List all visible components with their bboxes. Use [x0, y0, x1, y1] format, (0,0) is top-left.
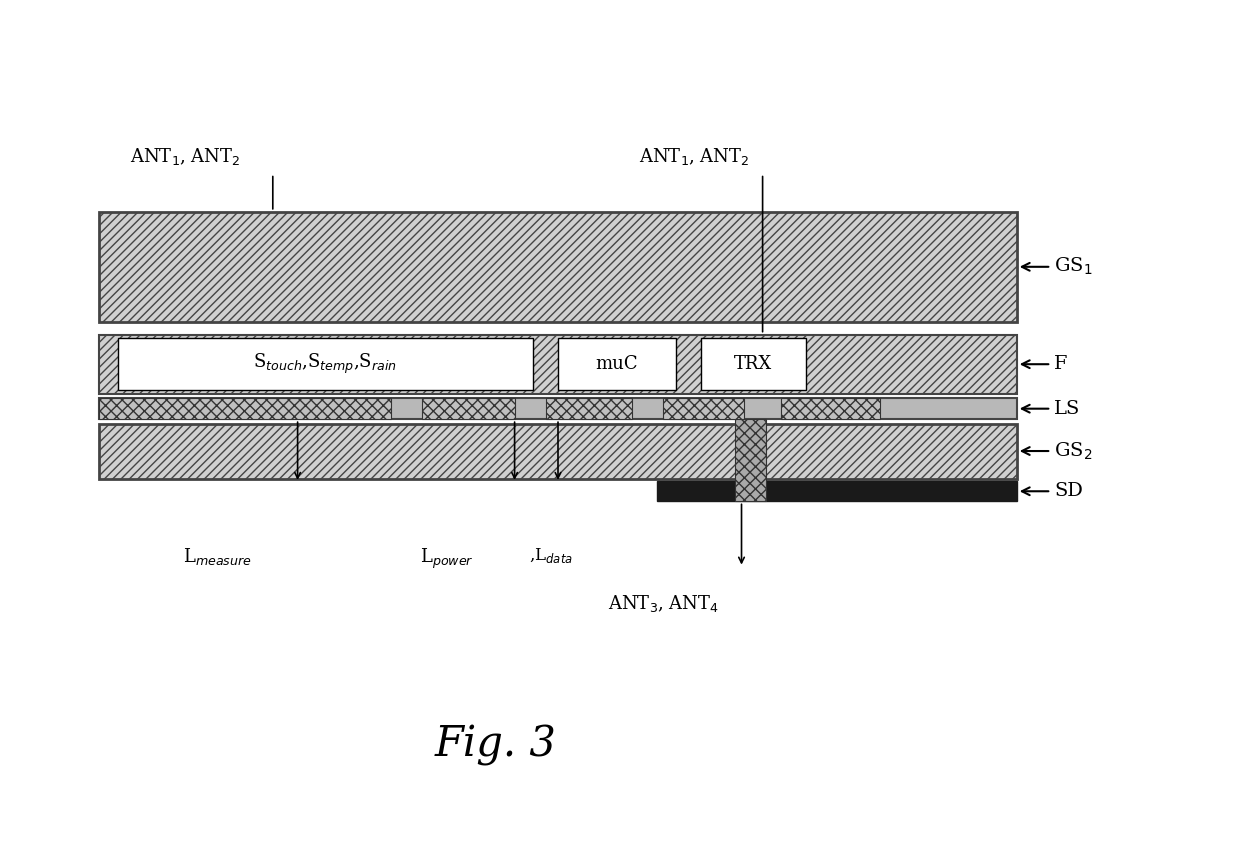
Text: TRX: TRX — [734, 355, 773, 374]
Bar — [657, 481, 1017, 501]
Bar — [118, 338, 533, 390]
Text: S$_{touch}$,S$_{temp}$,S$_{rain}$: S$_{touch}$,S$_{temp}$,S$_{rain}$ — [253, 352, 398, 376]
Text: ANT$_1$, ANT$_2$: ANT$_1$, ANT$_2$ — [130, 147, 241, 167]
Text: Fig. 3: Fig. 3 — [435, 724, 557, 767]
Text: LS: LS — [1022, 400, 1080, 418]
Bar — [558, 338, 676, 390]
Text: ANT$_1$, ANT$_2$: ANT$_1$, ANT$_2$ — [639, 147, 749, 167]
Bar — [99, 398, 1017, 419]
Bar — [663, 398, 744, 419]
Bar — [99, 424, 1017, 479]
Bar — [99, 212, 1017, 322]
Text: SD: SD — [1022, 482, 1083, 501]
Bar — [422, 398, 515, 419]
Text: ANT$_3$, ANT$_4$: ANT$_3$, ANT$_4$ — [608, 593, 719, 614]
Bar — [546, 398, 632, 419]
Bar — [99, 335, 1017, 394]
Bar — [781, 398, 880, 419]
Text: ,L$_{data}$: ,L$_{data}$ — [529, 546, 573, 565]
Text: F: F — [1022, 355, 1068, 374]
Text: L$_{power}$: L$_{power}$ — [419, 546, 474, 571]
Bar — [734, 419, 766, 501]
Bar — [99, 398, 391, 419]
Text: GS$_1$: GS$_1$ — [1022, 256, 1092, 278]
Text: L$_{measure}$: L$_{measure}$ — [182, 546, 252, 567]
Text: GS$_2$: GS$_2$ — [1022, 440, 1092, 462]
Text: muC: muC — [595, 355, 639, 374]
Bar — [701, 338, 806, 390]
